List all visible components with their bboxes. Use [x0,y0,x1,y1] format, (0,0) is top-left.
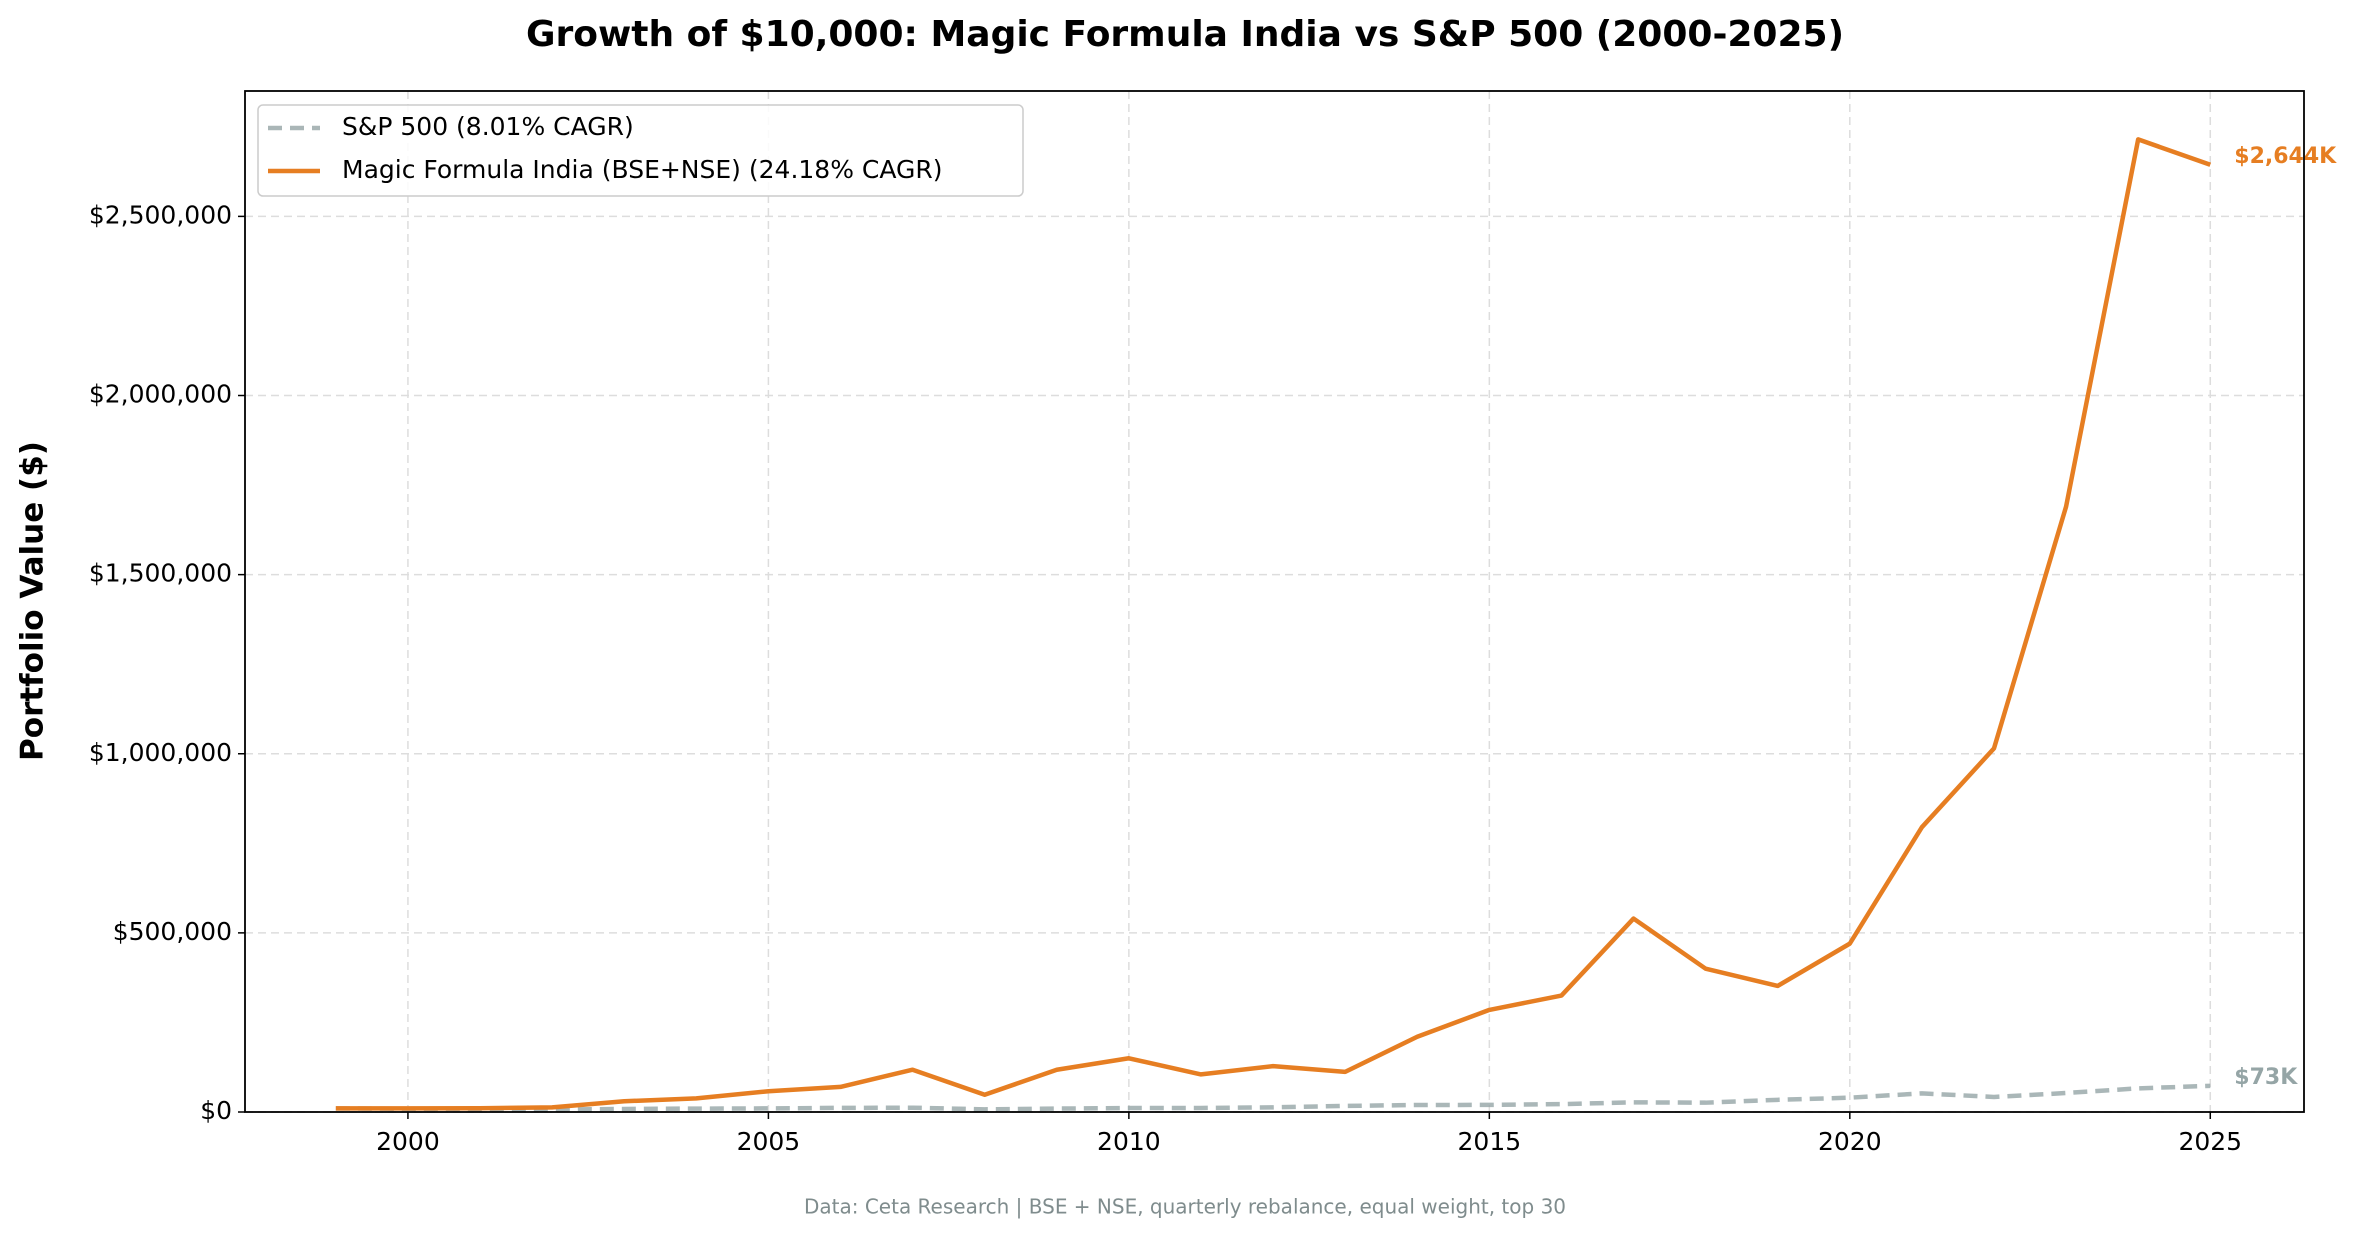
plot-frame [244,90,2305,1113]
legend-box [257,104,1024,197]
chart-title: Growth of $10,000: Magic Formula India v… [526,14,1844,55]
value-label: $2,644K [2234,144,2337,169]
y-tick-label: $0 [200,1096,232,1125]
legend-label: Magic Formula India (BSE+NSE) (24.18% CA… [342,155,943,184]
y-tick-label: $2,000,000 [89,380,232,409]
value-label: $73K [2234,1065,2298,1090]
x-tick-label: 2015 [1458,1127,1522,1156]
y-tick-label: $1,000,000 [89,738,232,767]
series-line [335,1083,2211,1112]
y-axis-label: Portfolio Value ($) [15,441,51,761]
x-tick-label: 2000 [376,1127,440,1156]
y-tick-label: $500,000 [113,917,232,946]
x-tick-label: 2005 [737,1127,801,1156]
x-tick-label: 2010 [1097,1127,1161,1156]
footnote: Data: Ceta Research | BSE + NSE, quarter… [804,1195,1566,1219]
y-tick-label: $2,500,000 [89,200,232,229]
y-tick-label: $1,500,000 [89,559,232,588]
legend: S&P 500 (8.01% CAGR) Magic Formula India … [257,104,1024,197]
x-tick-label: 2025 [2178,1127,2242,1156]
legend-label: S&P 500 (8.01% CAGR) [342,112,634,141]
series-line [335,137,2212,1111]
x-tick-label: 2020 [1818,1127,1882,1156]
